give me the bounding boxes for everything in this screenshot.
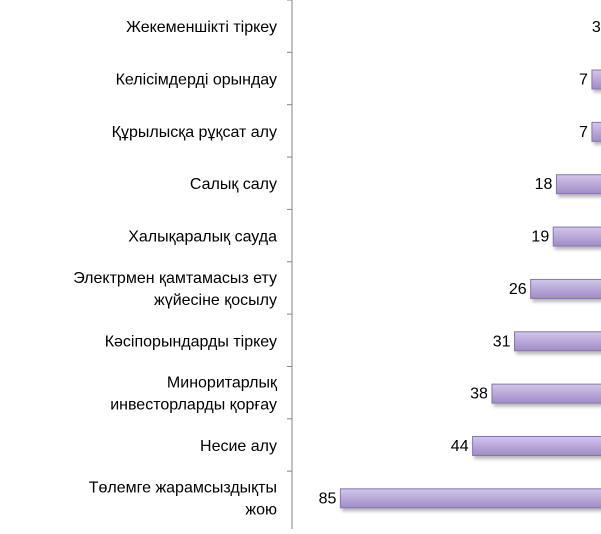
category-label: Төлемге жарамсыздықты жою: [89, 479, 277, 518]
bar: [339, 488, 601, 509]
category-label: Электрмен қамтамасыз ету жүйесіне қосылу: [73, 270, 277, 309]
data-label: 85: [319, 490, 337, 507]
category-label-line: Халықаралық сауда: [128, 229, 277, 246]
bar: [591, 69, 601, 90]
category-label: Кәсіпорындарды тіркеу: [105, 333, 277, 350]
category-label-line: жою: [245, 501, 277, 518]
category-label-line: Кәсіпорындарды тіркеу: [105, 333, 277, 350]
category-label: Жекеменшікті тіркеу: [126, 19, 277, 36]
bar: [555, 174, 601, 195]
category-label-line: Жекеменшікті тіркеу: [126, 19, 277, 36]
category-label: Миноритарлық инвесторларды қорғау: [110, 375, 278, 414]
category-label-line: жүйесіне қосылу: [154, 292, 277, 309]
category-label: Құрылысқа рұқсат алу: [112, 124, 277, 141]
bar: [591, 121, 601, 142]
category-label-line: Миноритарлық: [167, 375, 278, 392]
data-label: 19: [531, 229, 549, 246]
bar: [530, 278, 601, 299]
data-label: 44: [451, 438, 469, 455]
data-label: 3: [592, 19, 601, 36]
category-label-line: Несие алу: [200, 438, 277, 455]
bar: [514, 331, 601, 352]
category-label-line: инвесторларды қорғау: [110, 397, 277, 414]
data-label: 38: [470, 386, 488, 403]
data-label: 26: [509, 281, 527, 298]
data-label: 18: [535, 176, 553, 193]
data-label: 7: [579, 124, 588, 141]
category-label: Келісімдерді орындау: [116, 72, 277, 89]
data-label: 7: [579, 72, 588, 89]
bar: [491, 383, 601, 404]
category-label: Халықаралық сауда: [128, 229, 277, 246]
bar: [472, 435, 601, 456]
category-label-line: Келісімдерді орындау: [116, 72, 277, 89]
data-label: 31: [493, 333, 511, 350]
category-label-line: Салық салу: [190, 176, 277, 193]
bar: [552, 226, 601, 247]
category-label-line: Электрмен қамтамасыз ету: [73, 270, 277, 287]
category-label-line: Құрылысқа рұқсат алу: [112, 124, 277, 141]
category-label: Несие алу: [200, 438, 277, 455]
category-label: Салық салу: [190, 176, 277, 193]
category-label-line: Төлемге жарамсыздықты: [89, 479, 277, 496]
